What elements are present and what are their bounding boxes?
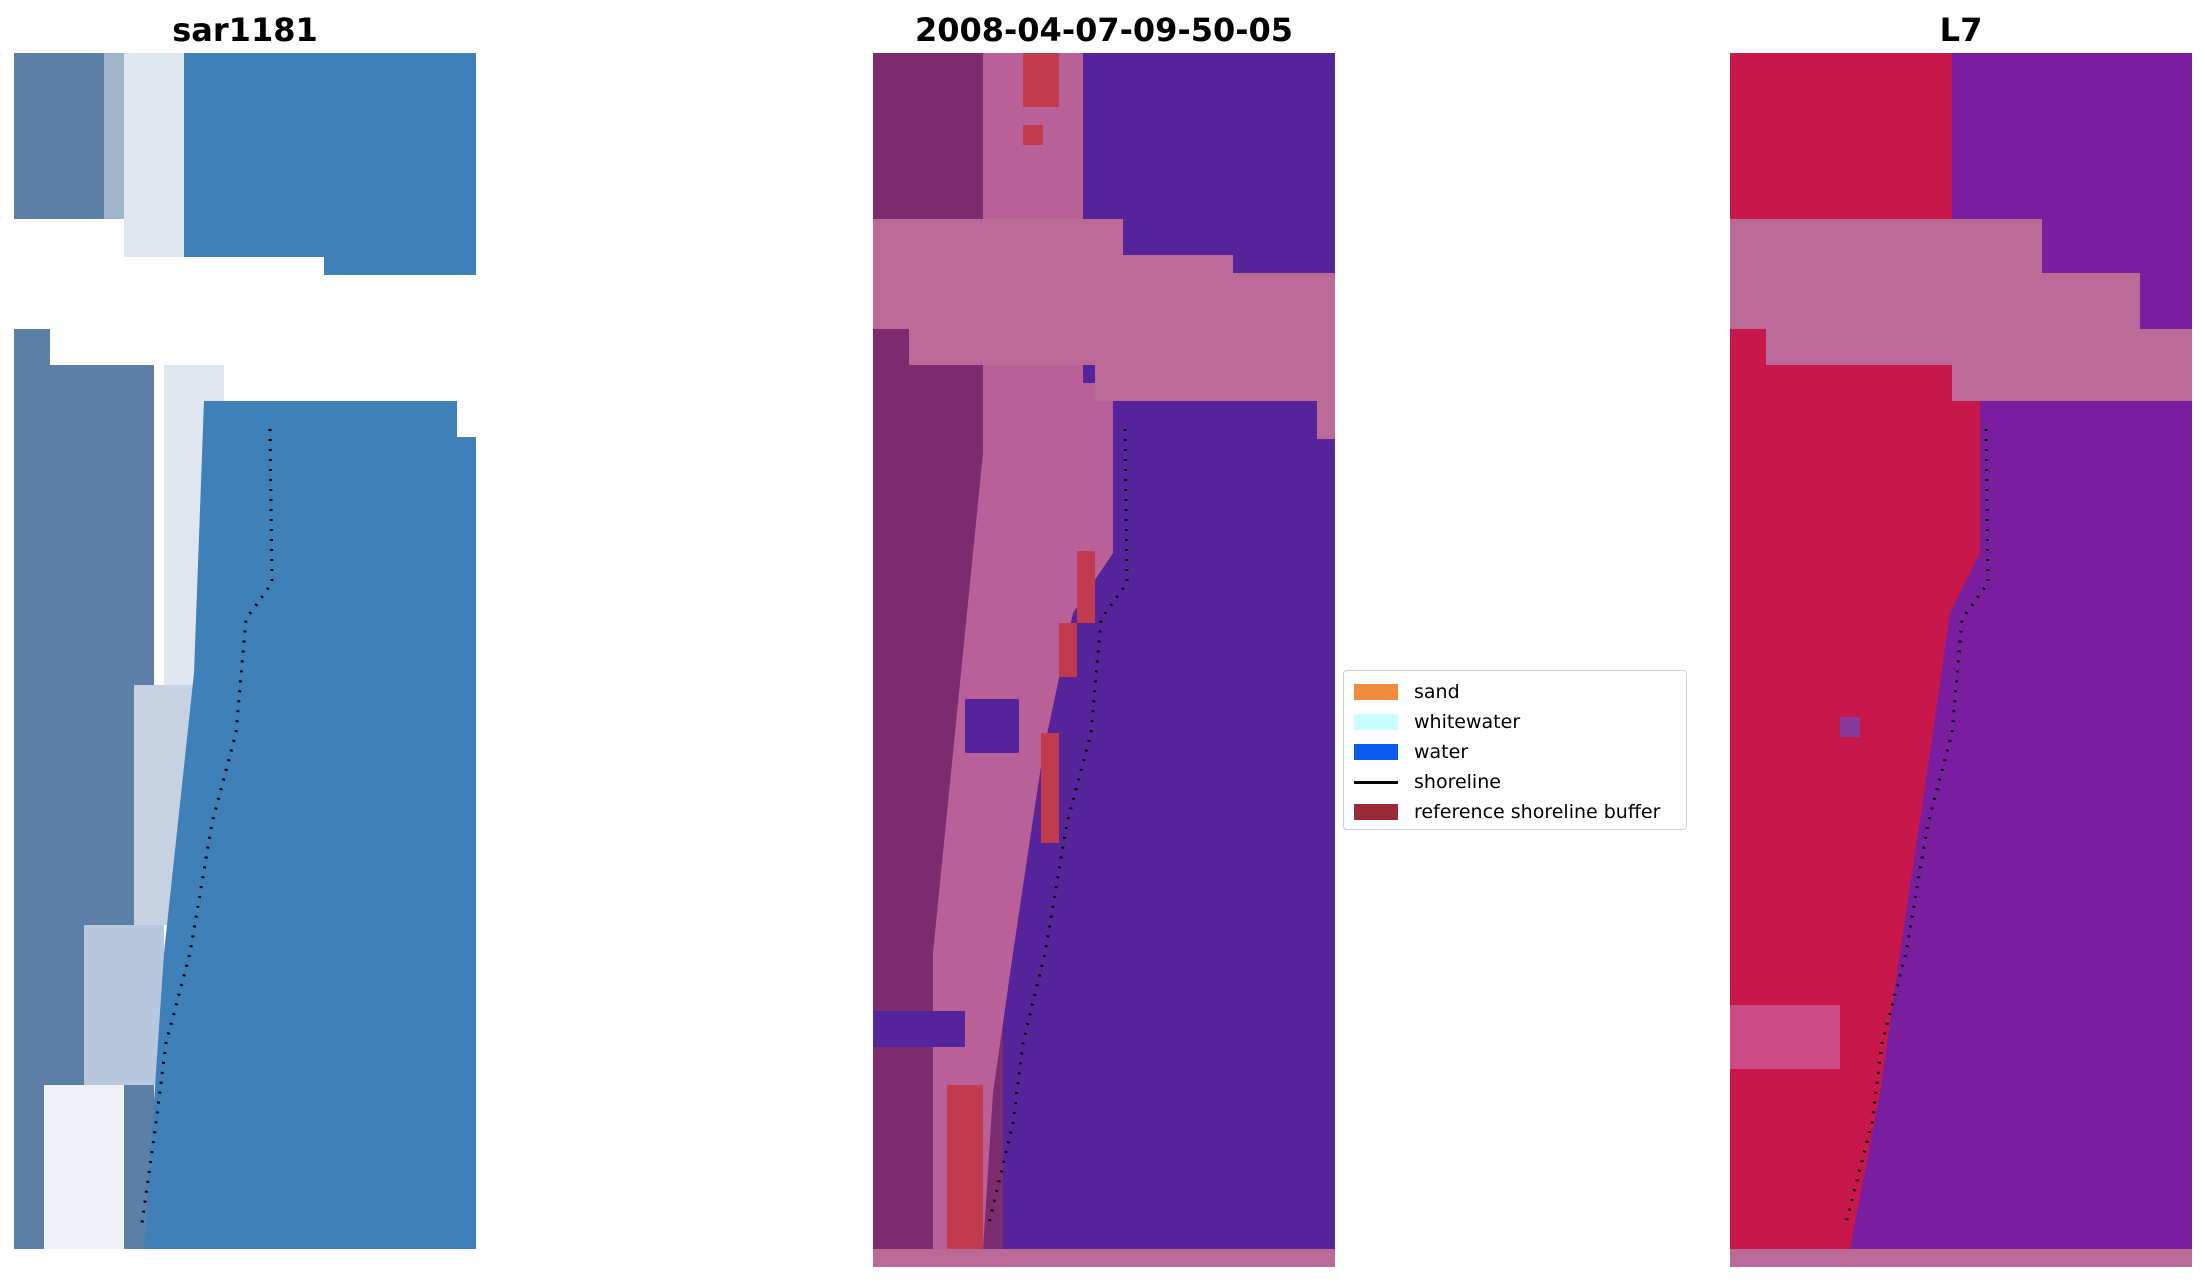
class-nodata-bottom	[873, 1249, 1335, 1267]
class-buffer-top2	[1023, 125, 1043, 145]
rgb-water	[224, 401, 476, 1249]
rgb-beach-top	[124, 53, 184, 257]
legend-label-water: water	[1414, 741, 1469, 763]
legend-item-shoreline: shoreline	[1354, 767, 1676, 797]
legend-item-reference-buffer: reference shoreline buffer	[1354, 797, 1676, 827]
legend-item-whitewater: whitewater	[1354, 707, 1676, 737]
index-land-spot	[1840, 717, 1860, 737]
rgb-nodata-gap	[50, 329, 476, 365]
class-buffer-mid3	[1041, 733, 1059, 843]
legend-swatch-water	[1354, 744, 1398, 760]
rgb-nodata-right	[457, 401, 476, 437]
rgb-beach-top-edge	[104, 53, 124, 237]
classified-image	[873, 53, 1335, 1267]
legend-item-sand: sand	[1354, 677, 1676, 707]
legend-swatch-whitewater	[1354, 714, 1398, 730]
rgb-nodata-strip	[14, 293, 476, 329]
class-water-patch2	[873, 1011, 965, 1047]
index-image	[1730, 53, 2192, 1267]
rgb-beach-low	[84, 925, 164, 1085]
index-nodata-bottom	[1730, 1249, 2192, 1267]
index-land-light	[1730, 1005, 1840, 1069]
class-water-patch1	[965, 699, 1019, 753]
rgb-nodata-top	[14, 219, 124, 293]
class-buffer-mid2	[1059, 623, 1077, 677]
class-buffer-mid	[1077, 551, 1095, 623]
legend-swatch-sand	[1354, 684, 1398, 700]
legend-label-sand: sand	[1414, 681, 1460, 703]
rgb-nodata-top2	[124, 257, 324, 293]
rgb-image	[14, 53, 476, 1249]
panel-title-rgb: sar1181	[172, 11, 318, 49]
legend: sand whitewater water shoreline referenc…	[1343, 670, 1687, 830]
panel-title-classified: 2008-04-07-09-50-05	[914, 11, 1294, 49]
legend-label-reference-buffer: reference shoreline buffer	[1414, 801, 1661, 823]
index-nodata-band	[1730, 219, 2192, 401]
rgb-water-edge	[144, 401, 224, 1249]
legend-swatch-reference-buffer	[1354, 804, 1398, 820]
rgb-nodata-gap2	[236, 365, 476, 401]
legend-item-water: water	[1354, 737, 1676, 767]
rgb-water-top	[184, 53, 476, 293]
panel-title-index: L7	[1939, 11, 1983, 49]
rgb-nodata-top3	[324, 275, 476, 293]
class-buffer-bottom	[947, 1085, 983, 1249]
legend-label-whitewater: whitewater	[1414, 711, 1521, 733]
legend-swatch-shoreline	[1354, 780, 1398, 784]
class-nodata-band	[873, 219, 1335, 439]
class-buffer-top	[1023, 53, 1059, 107]
rgb-beach-bottom	[44, 1085, 124, 1249]
legend-label-shoreline: shoreline	[1414, 771, 1501, 793]
